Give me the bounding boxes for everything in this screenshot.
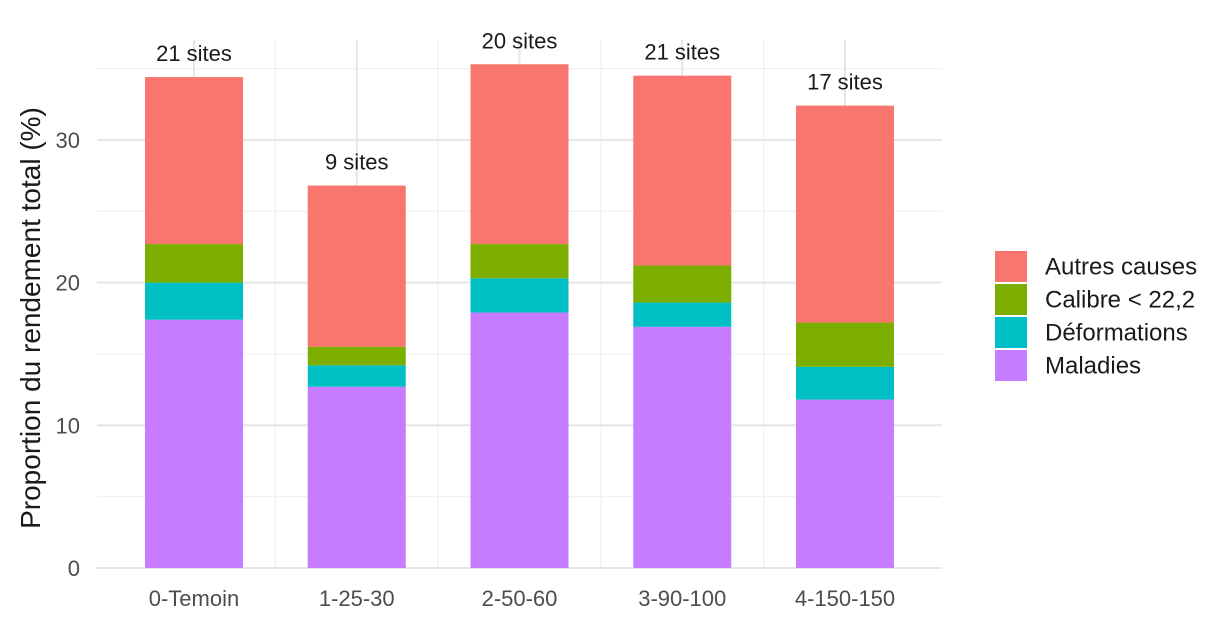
legend-label-autres-causes: Autres causes	[1045, 254, 1197, 281]
bar-segment-autres-causes	[633, 75, 732, 266]
bar-segment-deformations	[145, 282, 243, 320]
x-tick-label: 3-90-100	[638, 586, 726, 611]
legend-key-calibre-22-2	[995, 284, 1027, 315]
bar-segment-calibre-22-2	[307, 346, 406, 366]
legend-key-deformations	[995, 317, 1027, 348]
x-tick-label: 0-Temoin	[149, 586, 239, 611]
y-tick-label: 20	[56, 271, 80, 296]
y-tick-label: 30	[56, 128, 80, 153]
bar-segment-autres-causes	[796, 105, 894, 323]
legend: Autres causes Calibre < 22,2 Déformations M…	[995, 251, 1197, 381]
bars	[145, 64, 894, 568]
bar-segment-calibre-22-2	[633, 265, 732, 303]
legend-label-calibre-22-2: Calibre < 22,2	[1045, 287, 1195, 314]
x-tick-label: 4-150-150	[795, 586, 895, 611]
bar-segment-maladies	[470, 312, 569, 568]
legend-key-maladies	[995, 350, 1027, 381]
bar-segment-autres-causes	[145, 77, 243, 245]
bar-segment-maladies	[633, 326, 732, 568]
bar-count-label: 9 sites	[325, 150, 389, 175]
bar-segment-maladies	[145, 319, 243, 568]
bar-segment-deformations	[470, 278, 569, 313]
x-tick-label: 1-25-30	[319, 586, 395, 611]
y-axis-ticks: 0 10 20 30	[56, 128, 80, 581]
bar-segment-deformations	[307, 365, 406, 387]
legend-label-maladies: Maladies	[1045, 353, 1141, 380]
y-tick-label: 10	[56, 413, 80, 438]
bar-segment-calibre-22-2	[470, 244, 569, 279]
bar-segment-autres-causes	[307, 185, 406, 347]
bar-segment-autres-causes	[470, 64, 569, 245]
bar-segment-deformations	[633, 302, 732, 327]
legend-key-autres-causes	[995, 251, 1027, 282]
legend-label-deformations: Déformations	[1045, 320, 1188, 347]
x-tick-label: 2-50-60	[482, 586, 558, 611]
y-tick-label: 0	[68, 556, 80, 581]
bar-segment-calibre-22-2	[145, 244, 243, 283]
bar-segment-maladies	[307, 386, 406, 568]
bar-count-label: 17 sites	[807, 70, 883, 95]
y-axis-title: Proportion du rendement total (%)	[15, 107, 46, 529]
x-axis-ticks: 0-Temoin 1-25-30 2-50-60 3-90-100 4-150-150	[149, 586, 895, 611]
bar-segment-maladies	[796, 399, 894, 568]
bar-labels: 21 sites 9 sites 20 sites 21 sites 17 sites	[156, 28, 883, 174]
bar-count-label: 21 sites	[156, 41, 232, 66]
bar-count-label: 21 sites	[644, 40, 720, 65]
bar-segment-calibre-22-2	[796, 322, 894, 367]
bar-segment-deformations	[796, 366, 894, 400]
bar-count-label: 20 sites	[482, 28, 558, 53]
